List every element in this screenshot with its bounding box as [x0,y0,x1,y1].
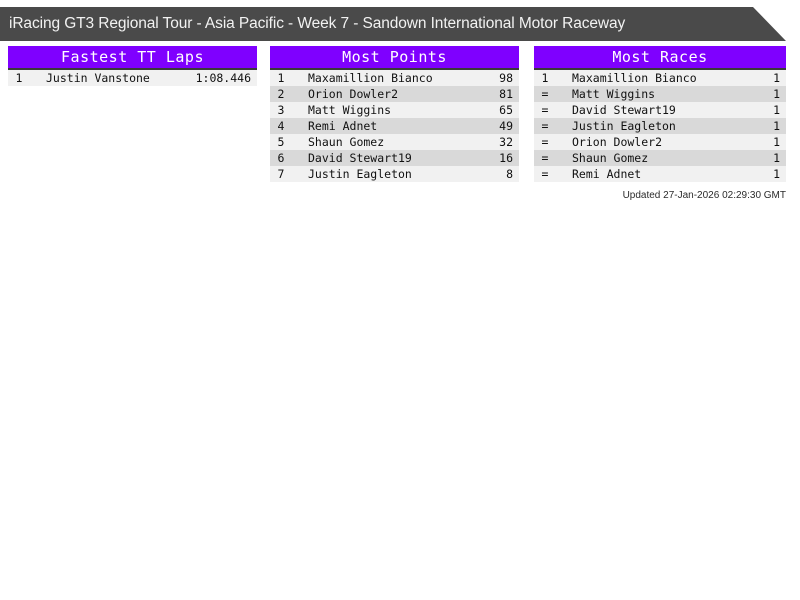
panel-header-most-points: Most Points [270,46,519,70]
row-value: 8 [506,167,513,181]
panel-rows-fastest-tt-laps: 1 Justin Vanstone 1:08.446 [8,70,257,86]
row-rank: 4 [277,119,285,133]
row-value: 98 [499,71,513,85]
row-rank: = [541,87,549,101]
panel-rows-most-races: 1 Maxamillion Bianco 1 = Matt Wiggins 1 … [534,70,786,182]
table-row[interactable]: = Orion Dowler2 1 [534,134,786,150]
row-name: Matt Wiggins [572,87,656,101]
row-rank: 5 [277,135,285,149]
row-name: Justin Eagleton [308,167,412,181]
table-row[interactable]: 2 Orion Dowler2 81 [270,86,519,102]
row-name: Maxamillion Bianco [572,71,697,85]
row-value: 1 [773,71,780,85]
row-rank: 2 [277,87,285,101]
row-rank: 6 [277,151,285,165]
row-name: Shaun Gomez [308,135,385,149]
panel-header-most-races: Most Races [534,46,786,70]
row-value: 1:08.446 [195,71,251,85]
row-rank: 1 [15,71,23,85]
row-value: 1 [773,151,780,165]
row-name: Matt Wiggins [308,103,392,117]
row-value: 49 [499,119,513,133]
row-name: Justin Vanstone [46,71,150,85]
table-row[interactable]: = Matt Wiggins 1 [534,86,786,102]
row-name: David Stewart19 [308,151,412,165]
row-value: 65 [499,103,513,117]
row-name: Maxamillion Bianco [308,71,433,85]
row-rank: = [541,103,549,117]
table-row[interactable]: 1 Maxamillion Bianco 1 [534,70,786,86]
page-title: iRacing GT3 Regional Tour - Asia Pacific… [9,15,626,32]
table-row[interactable]: 3 Matt Wiggins 65 [270,102,519,118]
app-title-bar: iRacing GT3 Regional Tour - Asia Pacific… [0,7,800,41]
table-row[interactable]: = David Stewart19 1 [534,102,786,118]
row-rank: 1 [277,71,285,85]
row-rank: = [541,119,549,133]
row-value: 1 [773,167,780,181]
panel-most-races: Most Races 1 Maxamillion Bianco 1 = Matt… [534,46,786,182]
row-rank: = [541,167,549,181]
row-name: Orion Dowler2 [308,87,399,101]
panel-most-points: Most Points 1 Maxamillion Bianco 98 2 Or… [270,46,519,182]
panel-rows-most-points: 1 Maxamillion Bianco 98 2 Orion Dowler2 … [270,70,519,182]
row-name: Shaun Gomez [572,151,649,165]
row-rank: = [541,135,549,149]
table-row[interactable]: 1 Justin Vanstone 1:08.446 [8,70,257,86]
row-name: Remi Adnet [572,167,642,181]
row-rank: 1 [541,71,549,85]
row-rank: 3 [277,103,285,117]
row-value: 1 [773,135,780,149]
row-value: 81 [499,87,513,101]
panel-header-fastest-tt-laps: Fastest TT Laps [8,46,257,70]
row-value: 1 [773,87,780,101]
title-bar-background-shape [0,7,786,41]
row-rank: = [541,151,549,165]
table-row[interactable]: = Remi Adnet 1 [534,166,786,182]
table-row[interactable]: = Shaun Gomez 1 [534,150,786,166]
row-name: Remi Adnet [308,119,378,133]
updated-timestamp: Updated 27-Jan-2026 02:29:30 GMT [622,190,786,201]
panel-fastest-tt-laps: Fastest TT Laps 1 Justin Vanstone 1:08.4… [8,46,257,86]
row-value: 1 [773,103,780,117]
row-name: Orion Dowler2 [572,135,663,149]
table-row[interactable]: 5 Shaun Gomez 32 [270,134,519,150]
row-rank: 7 [277,167,285,181]
table-row[interactable]: = Justin Eagleton 1 [534,118,786,134]
table-row[interactable]: 7 Justin Eagleton 8 [270,166,519,182]
row-value: 1 [773,119,780,133]
table-row[interactable]: 1 Maxamillion Bianco 98 [270,70,519,86]
row-name: Justin Eagleton [572,119,676,133]
table-row[interactable]: 4 Remi Adnet 49 [270,118,519,134]
row-value: 16 [499,151,513,165]
row-name: David Stewart19 [572,103,676,117]
table-row[interactable]: 6 David Stewart19 16 [270,150,519,166]
row-value: 32 [499,135,513,149]
